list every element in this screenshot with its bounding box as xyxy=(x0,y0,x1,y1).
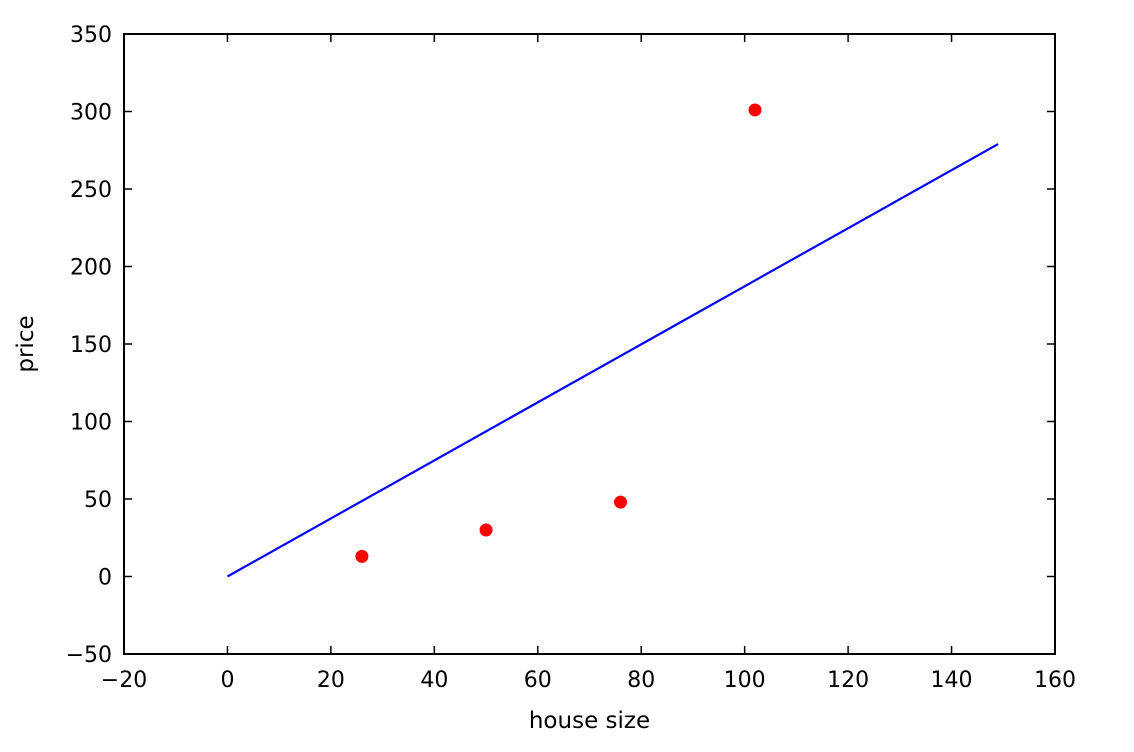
plot-frame xyxy=(123,33,1056,655)
x-tick-label: 0 xyxy=(220,668,234,693)
x-axis-label: house size xyxy=(529,708,650,734)
y-tick-label: 350 xyxy=(70,23,112,48)
ticks-layer: −20 0 20 40 60 80 100 120 140 160 −50 0 50 100 150 200 2… xyxy=(66,23,1076,693)
x-tick-label: −20 xyxy=(101,668,147,693)
x-tick-label: 40 xyxy=(420,668,448,693)
data-point xyxy=(355,549,369,563)
y-tick-label: 300 xyxy=(70,101,112,126)
x-tick-label: 140 xyxy=(931,668,973,693)
y-tick-label: 0 xyxy=(98,566,112,591)
data-point xyxy=(748,103,762,117)
x-tick-label: 120 xyxy=(827,668,869,693)
x-tick-label: 160 xyxy=(1034,668,1076,693)
y-axis-label: price xyxy=(13,315,39,372)
y-tick-label: 50 xyxy=(84,488,112,513)
y-tick-label: 250 xyxy=(70,178,112,203)
x-tick-label: 80 xyxy=(627,668,655,693)
data-point xyxy=(479,523,493,537)
x-tick-label: 100 xyxy=(724,668,766,693)
y-tick-label: 100 xyxy=(70,411,112,436)
x-tick-label: 60 xyxy=(524,668,552,693)
data-point xyxy=(614,495,628,509)
x-tick-label: 20 xyxy=(317,668,345,693)
series-layer xyxy=(226,103,999,578)
fit-line xyxy=(226,143,999,578)
y-tick-label: 200 xyxy=(70,256,112,281)
y-tick-label: −50 xyxy=(66,643,112,668)
y-tick-label: 150 xyxy=(70,333,112,358)
